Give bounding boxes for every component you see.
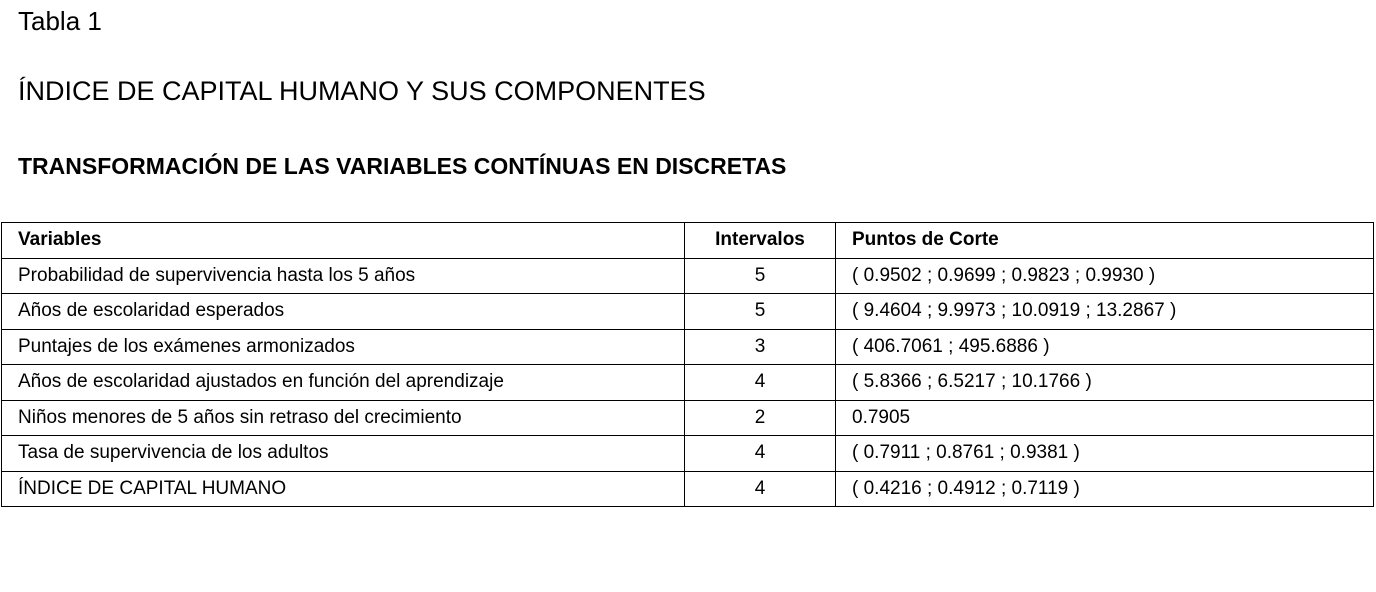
variable-cell: Tasa de supervivencia de los adultos — [1, 435, 685, 472]
header-intervalos: Intervalos — [684, 222, 836, 259]
variable-cell: Años de escolaridad esperados — [1, 293, 685, 330]
document-title: ÍNDICE DE CAPITAL HUMANO Y SUS COMPONENT… — [18, 76, 706, 106]
table-row: Años de escolaridad esperados 5( 9.4604 ;… — [1, 293, 1374, 330]
table-row: Tasa de supervivencia de los adultos 4( 0… — [1, 435, 1374, 472]
intervalos-cell: 4 — [684, 435, 836, 472]
table-row: Niños menores de 5 años sin retraso del … — [1, 399, 1374, 436]
variable-cell: Puntajes de los exámenes armonizados — [1, 328, 685, 365]
variable-cell: Niños menores de 5 años sin retraso del … — [1, 399, 685, 436]
document-subtitle: TRANSFORMACIÓN DE LAS VARIABLES CONTÍNUA… — [18, 153, 787, 179]
intervalos-cell: 5 — [684, 293, 836, 330]
puntos-de-corte-cell: 0.7905 — [835, 399, 1374, 436]
table-row: Años de escolaridad ajustados en función… — [1, 364, 1374, 401]
variable-cell: Probabilidad de supervivencia hasta los … — [1, 257, 685, 294]
puntos-de-corte-cell: ( 406.7061 ; 495.6886 ) — [835, 328, 1374, 365]
table-row: Probabilidad de supervivencia hasta los … — [1, 257, 1374, 294]
cut-points-table: Variables Intervalos Puntos de Corte Pro… — [1, 222, 1374, 507]
table-row: ÍNDICE DE CAPITAL HUMANO 4( 0.4216 ; 0.49… — [1, 470, 1374, 507]
intervalos-cell: 5 — [684, 257, 836, 294]
table-row: Puntajes de los exámenes armonizados 3( 4… — [1, 328, 1374, 365]
intervalos-cell: 4 — [684, 364, 836, 401]
intervalos-cell: 2 — [684, 399, 836, 436]
header-puntos-de-corte: Puntos de Corte — [835, 222, 1374, 259]
table-label: Tabla 1 — [18, 6, 102, 36]
puntos-de-corte-cell: ( 0.9502 ; 0.9699 ; 0.9823 ; 0.9930 ) — [835, 257, 1374, 294]
puntos-de-corte-cell: ( 0.7911 ; 0.8761 ; 0.9381 ) — [835, 435, 1374, 472]
puntos-de-corte-cell: ( 5.8366 ; 6.5217 ; 10.1766 ) — [835, 364, 1374, 401]
puntos-de-corte-cell: ( 0.4216 ; 0.4912 ; 0.7119 ) — [835, 470, 1374, 507]
intervalos-cell: 3 — [684, 328, 836, 365]
table-header-row: Variables Intervalos Puntos de Corte — [1, 222, 1374, 259]
puntos-de-corte-cell: ( 9.4604 ; 9.9973 ; 10.0919 ; 13.2867 ) — [835, 293, 1374, 330]
header-variables: Variables — [1, 222, 685, 259]
variable-cell: ÍNDICE DE CAPITAL HUMANO — [1, 470, 685, 507]
variable-cell: Años de escolaridad ajustados en función… — [1, 364, 685, 401]
intervalos-cell: 4 — [684, 470, 836, 507]
